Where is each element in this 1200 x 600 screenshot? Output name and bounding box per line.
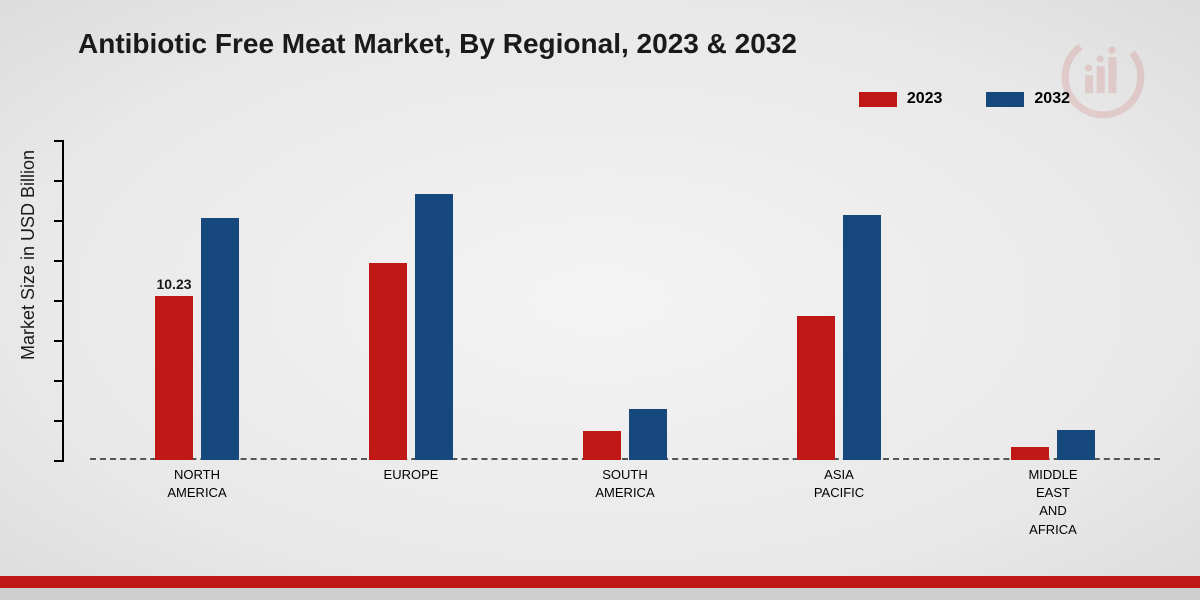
legend-label: 2032 bbox=[1034, 90, 1070, 108]
legend: 2023 2032 bbox=[859, 90, 1070, 108]
bar-group bbox=[583, 409, 667, 460]
x-category-label: NORTH AMERICA bbox=[167, 466, 226, 502]
bar bbox=[1057, 430, 1095, 460]
bar bbox=[797, 316, 835, 460]
y-tick bbox=[54, 420, 64, 422]
legend-label: 2023 bbox=[907, 90, 943, 108]
bar bbox=[629, 409, 667, 460]
chart-container: Antibiotic Free Meat Market, By Regional… bbox=[0, 0, 1200, 600]
x-category-label: ASIA PACIFIC bbox=[814, 466, 864, 502]
y-tick bbox=[54, 180, 64, 182]
y-tick bbox=[54, 380, 64, 382]
y-tick bbox=[54, 140, 64, 142]
y-tick bbox=[54, 300, 64, 302]
y-tick bbox=[54, 460, 64, 462]
bar bbox=[583, 431, 621, 460]
x-category-label: EUROPE bbox=[384, 466, 439, 484]
legend-swatch-2032 bbox=[986, 92, 1024, 107]
bar bbox=[201, 218, 239, 460]
legend-item: 2023 bbox=[859, 90, 943, 108]
y-axis-label: Market Size in USD Billion bbox=[18, 150, 39, 360]
bar bbox=[155, 296, 193, 460]
bar-group bbox=[369, 194, 453, 460]
plot-area: 10.23 bbox=[90, 140, 1160, 460]
bar bbox=[843, 215, 881, 460]
bar-group bbox=[155, 218, 239, 460]
footer-bar-gray bbox=[0, 588, 1200, 600]
y-tick bbox=[54, 260, 64, 262]
x-category-label: MIDDLE EAST AND AFRICA bbox=[1028, 466, 1077, 539]
watermark-logo-icon bbox=[1058, 32, 1148, 122]
bar bbox=[415, 194, 453, 460]
bar-group bbox=[1011, 430, 1095, 460]
y-tick bbox=[54, 220, 64, 222]
footer-bar-red bbox=[0, 576, 1200, 588]
legend-swatch-2023 bbox=[859, 92, 897, 107]
x-category-label: SOUTH AMERICA bbox=[595, 466, 654, 502]
y-tick bbox=[54, 340, 64, 342]
legend-item: 2032 bbox=[986, 90, 1070, 108]
bar bbox=[369, 263, 407, 460]
chart-title: Antibiotic Free Meat Market, By Regional… bbox=[78, 28, 797, 60]
bar-group bbox=[797, 215, 881, 460]
bar bbox=[1011, 447, 1049, 460]
